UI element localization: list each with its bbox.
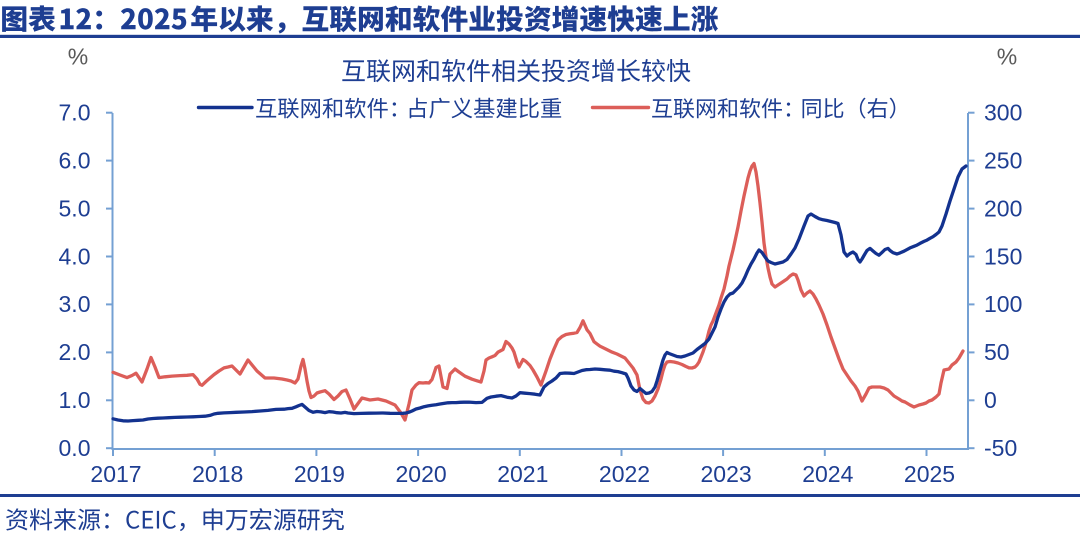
svg-text:2017: 2017 [90, 461, 141, 487]
svg-text:-50: -50 [984, 435, 1017, 461]
svg-text:0: 0 [984, 387, 997, 413]
svg-text:2.0: 2.0 [59, 339, 91, 365]
svg-text:2024: 2024 [802, 461, 853, 487]
svg-text:%: % [997, 44, 1017, 70]
svg-text:2018: 2018 [192, 461, 243, 487]
svg-text:300: 300 [984, 100, 1022, 126]
svg-text:2021: 2021 [497, 461, 548, 487]
svg-text:1.0: 1.0 [59, 387, 91, 413]
svg-text:5.0: 5.0 [59, 195, 91, 221]
svg-text:%: % [68, 44, 88, 70]
svg-text:50: 50 [984, 339, 1010, 365]
svg-text:2025: 2025 [904, 461, 955, 487]
svg-text:7.0: 7.0 [59, 100, 91, 126]
svg-text:100: 100 [984, 291, 1022, 317]
svg-text:2023: 2023 [701, 461, 752, 487]
svg-text:250: 250 [984, 147, 1022, 173]
svg-text:0.0: 0.0 [59, 435, 91, 461]
svg-text:3.0: 3.0 [59, 291, 91, 317]
svg-text:2019: 2019 [294, 461, 345, 487]
svg-text:2020: 2020 [396, 461, 447, 487]
svg-text:200: 200 [984, 195, 1022, 221]
svg-text:150: 150 [984, 243, 1022, 269]
svg-text:2022: 2022 [599, 461, 650, 487]
svg-text:6.0: 6.0 [59, 147, 91, 173]
svg-text:4.0: 4.0 [59, 243, 91, 269]
